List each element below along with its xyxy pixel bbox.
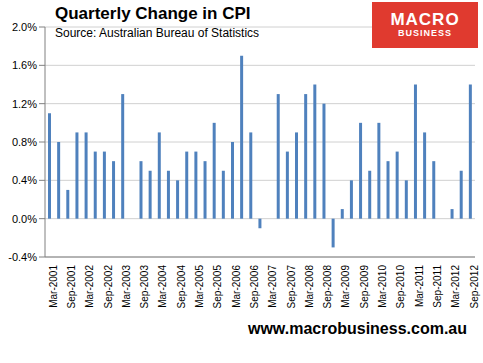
svg-text:Mar-2009: Mar-2009 [340,265,351,308]
svg-text:Mar-2001: Mar-2001 [48,265,59,308]
svg-text:2.0%: 2.0% [12,21,37,33]
html-text:Source: Australian Bureau of S: Source: Australian Bureau of Statistics [55,26,260,40]
svg-text:Sep-2009: Sep-2009 [359,265,370,309]
svg-text:Mar-2007: Mar-2007 [267,265,278,308]
svg-text:Sep-2011: Sep-2011 [432,265,443,308]
svg-text:Sep-2006: Sep-2006 [249,265,260,309]
svg-text:Mar-2012: Mar-2012 [450,265,461,308]
svg-text:1.6%: 1.6% [12,59,37,71]
svg-text:Sep-2010: Sep-2010 [395,265,406,309]
svg-text:Sep-2007: Sep-2007 [286,265,297,309]
svg-text:Mar-2004: Mar-2004 [157,265,168,308]
svg-text:Sep-2004: Sep-2004 [176,265,187,309]
svg-text:Mar-2011: Mar-2011 [414,265,425,307]
svg-text:Mar-2008: Mar-2008 [304,265,315,308]
svg-text:Mar-2005: Mar-2005 [194,265,205,308]
svg-text:0.4%: 0.4% [12,174,37,186]
svg-text:Mar-2003: Mar-2003 [121,265,132,308]
html-text:BUSINESS: BUSINESS [398,28,452,39]
svg-text:0.8%: 0.8% [12,136,37,148]
svg-text:Mar-2002: Mar-2002 [84,265,95,308]
svg-text:Sep-2002: Sep-2002 [103,265,114,309]
svg-text:Mar-2010: Mar-2010 [377,265,388,308]
html-text:Quarterly Change in CPI: Quarterly Change in CPI [55,4,251,23]
svg-text:Sep-2005: Sep-2005 [212,265,223,309]
html-text:MACRO: MACRO [390,9,460,29]
svg-text:Sep-2003: Sep-2003 [139,265,150,309]
svg-text:-0.4%: -0.4% [8,251,37,263]
svg-text:Sep-2001: Sep-2001 [66,265,77,309]
svg-text:Sep-2008: Sep-2008 [322,265,333,309]
html-text:www.macrobusiness.com.au: www.macrobusiness.com.au [248,320,467,337]
svg-text:0.0%: 0.0% [12,213,37,225]
svg-text:Mar-2006: Mar-2006 [231,265,242,308]
svg-text:1.2%: 1.2% [12,98,37,110]
svg-text:Sep-2012: Sep-2012 [469,265,480,309]
